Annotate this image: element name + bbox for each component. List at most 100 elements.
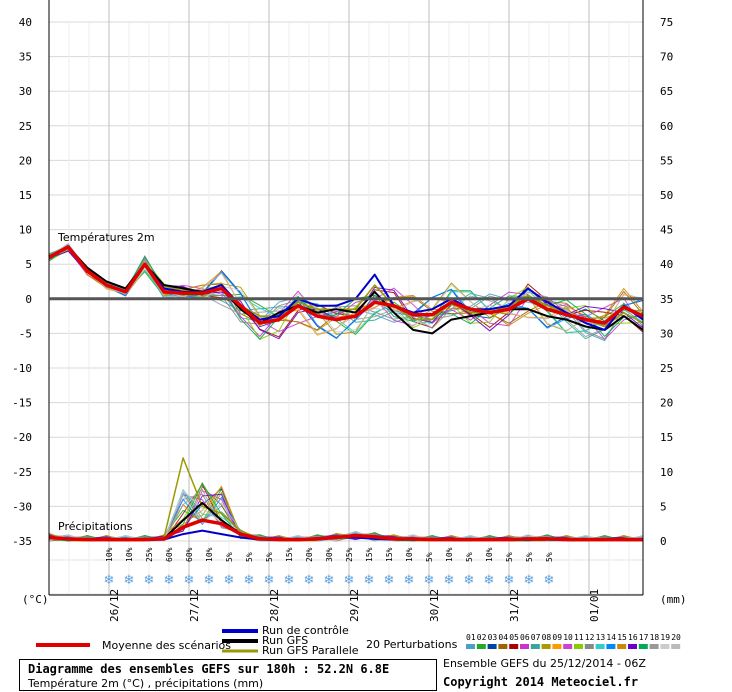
temperature-label: Températures 2m [57,231,155,244]
legend-label-mean: Moyenne des scénarios [102,639,231,652]
snow-percent-label: 10% [445,547,454,562]
snow-percent-label: 5% [245,552,254,562]
y-right-tick-label: 15 [660,431,673,444]
legend-perturbation-swatch [520,644,529,649]
snow-percent-label: 15% [385,547,394,562]
y-left-tick-label: 40 [19,16,32,29]
legend-perturbation-id: 18 [650,633,660,642]
y-left-tick-label: 30 [19,85,32,98]
legend-perturbation-id: 16 [628,633,638,642]
y-right-tick-label: 55 [660,154,673,167]
main-series [48,245,644,542]
legend-perturbation-id: 11 [574,633,584,642]
snow-percent-label: 15% [365,547,374,562]
y-left-tick-label: -10 [12,362,32,375]
x-date-label: 01/01 [588,589,601,622]
source-label: Ensemble GEFS du 25/12/2014 - 06Z [443,657,646,670]
snowflake-icon: ❄ [244,573,255,588]
y-left-tick-label: -5 [19,327,32,340]
legend-perturbation-swatch [595,644,605,649]
snow-percent-label: 10% [205,547,214,562]
y-right-tick-label: 40 [660,258,673,271]
perturbation-20-temp-line [48,243,644,335]
legend-label-gfs-parallel: Run GFS Parallele [262,644,359,657]
legend-perturbation-swatch [584,644,594,649]
legend-perturbation-id: 02 [477,633,487,642]
legend-perturbation-id: 05 [509,633,519,642]
y-left-tick-label: 0 [25,293,32,306]
legend-perturbation-id: 09 [552,633,562,642]
perturbation-07-precip-line [48,489,644,542]
y-right-tick-label: 60 [660,120,673,133]
snowflake-icon: ❄ [204,573,215,588]
snowflake-icon: ❄ [344,573,355,588]
snow-percent-label: 5% [225,552,234,562]
legend-perturbation-id: 03 [488,633,498,642]
source-info: Ensemble GEFS du 25/12/2014 - 06Z Copyri… [443,657,663,691]
y-left-tick-label: -25 [12,466,32,479]
legend-perturbation-id: 04 [498,633,508,642]
snow-percent-label: 10% [125,547,134,562]
y-left-tick-label: 35 [19,51,32,64]
y-left-tick-label: -30 [12,500,32,513]
snowflake-icon: ❄ [304,573,315,588]
legend-perturbation-swatch [660,644,670,649]
legend-perturbation-swatch [541,644,551,649]
snowflake-icon: ❄ [464,573,475,588]
snowflake-icon: ❄ [484,573,495,588]
y-right-axis-label: (mm) [660,593,687,606]
legend-perturbation-swatch [466,644,475,649]
perturbation-15-precip-line [48,485,644,542]
chart-grid [48,0,643,595]
snow-percent-label: 25% [145,547,154,562]
snow-percent-label: 5% [265,552,274,562]
legend-label-perturbations: 20 Perturbations [366,638,458,651]
snowflake-icon: ❄ [364,573,375,588]
y-left-tick-label: -35 [12,535,32,548]
snowflake-icon: ❄ [504,573,515,588]
y-right-tick-label: 5 [660,500,667,513]
legend-label-gfs: Run GFS [262,634,308,647]
snowflake-icon: ❄ [404,573,415,588]
legend-perturbation-swatch [530,644,540,649]
y-right-tick-label: 30 [660,327,673,340]
legend-perturbation-swatch [476,644,486,649]
y-left-tick-label: 10 [19,224,32,237]
x-date-label: 31/12 [508,589,521,622]
snow-probability-row: 10% ❄ 10% ❄ 25% ❄ 60% ❄ 60% ❄ 10% ❄ 5% ❄ 5% ❄ 5% ❄ 15% ❄ 20%… [104,547,555,588]
legend-perturbation-swatch [498,644,508,649]
legend-perturbation-swatch [649,644,659,649]
y-right-tick-label: 0 [660,535,667,548]
legend-perturbation-swatch [671,644,681,649]
perturbation-01-precip-line [48,491,644,542]
legend-perturbation-id: 06 [520,633,530,642]
perturbation-03-precip-line [48,487,644,542]
snowflake-icon: ❄ [224,573,235,588]
legend-perturbation-id: 10 [563,633,573,642]
y-right-tick-label: 50 [660,189,673,202]
snowflake-icon: ❄ [184,573,195,588]
snowflake-icon: ❄ [104,573,115,588]
perturbation-17-precip-line [48,482,643,542]
x-date-label: 26/12 [108,589,121,622]
legend-perturbation-swatch [487,644,497,649]
legend-perturbation-id: 07 [531,633,541,642]
snow-percent-label: 5% [505,552,514,562]
perturbation-11-temp-line [48,248,644,341]
y-right-tick-label: 20 [660,397,673,410]
perturbation-04-precip-line [48,485,644,542]
y-left-axis-label: (°C) [22,593,49,606]
y-right-tick-label: 70 [660,51,673,64]
snow-percent-label: 10% [485,547,494,562]
x-date-label: 28/12 [268,589,281,622]
perturbation-05-precip-line [48,483,644,542]
perturbation-02-precip-line [48,487,644,542]
y-left-tick-label: 15 [19,189,32,202]
snowflake-icon: ❄ [544,573,555,588]
legend-perturbation-id: 17 [639,633,649,642]
legend-perturbation-swatch [617,644,627,649]
snowflake-icon: ❄ [524,573,535,588]
legend-perturbation-id: 14 [606,633,616,642]
snowflake-icon: ❄ [164,573,175,588]
